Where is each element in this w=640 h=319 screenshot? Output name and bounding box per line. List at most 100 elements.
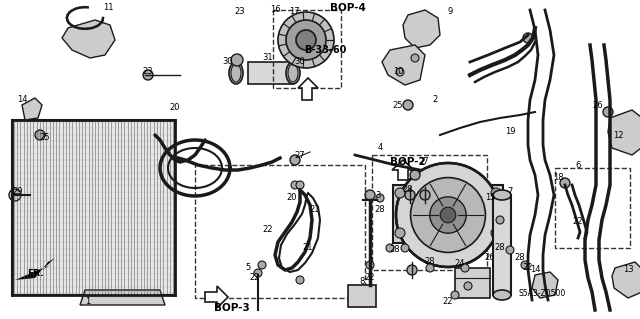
- Polygon shape: [608, 110, 640, 155]
- Circle shape: [291, 181, 299, 189]
- Polygon shape: [392, 160, 414, 180]
- Circle shape: [9, 189, 21, 201]
- Circle shape: [35, 130, 45, 140]
- Polygon shape: [403, 10, 440, 48]
- Text: 28: 28: [425, 257, 435, 266]
- Text: 23: 23: [235, 8, 245, 17]
- Circle shape: [420, 190, 430, 200]
- Bar: [12, 120, 175, 295]
- Polygon shape: [62, 20, 115, 58]
- Text: 4: 4: [378, 144, 383, 152]
- Circle shape: [366, 261, 374, 269]
- Circle shape: [405, 190, 415, 200]
- Text: 31: 31: [262, 54, 273, 63]
- Text: FR.: FR.: [27, 270, 44, 278]
- Text: 20: 20: [170, 103, 180, 113]
- Bar: [248, 62, 293, 84]
- Text: 22: 22: [250, 273, 260, 283]
- Text: BOP-2: BOP-2: [390, 157, 426, 167]
- Circle shape: [560, 178, 570, 188]
- Text: 13: 13: [623, 265, 634, 275]
- Text: 14: 14: [17, 95, 28, 105]
- Circle shape: [386, 244, 394, 252]
- Circle shape: [496, 216, 504, 224]
- Text: 9: 9: [447, 8, 452, 17]
- Text: 27: 27: [419, 158, 429, 167]
- Text: 8: 8: [359, 278, 365, 286]
- Text: 22: 22: [523, 263, 533, 272]
- Circle shape: [396, 68, 404, 76]
- Text: 22: 22: [573, 218, 583, 226]
- Text: 10: 10: [393, 68, 403, 77]
- Circle shape: [464, 282, 472, 290]
- Text: 30: 30: [223, 57, 234, 66]
- Circle shape: [426, 264, 434, 272]
- Polygon shape: [15, 258, 55, 280]
- Text: 7: 7: [508, 188, 513, 197]
- Text: 16: 16: [269, 5, 280, 14]
- Text: 12: 12: [612, 130, 623, 139]
- Ellipse shape: [493, 290, 511, 300]
- Circle shape: [396, 163, 500, 267]
- Text: 22: 22: [443, 298, 453, 307]
- Text: 22: 22: [365, 273, 375, 283]
- Text: 28: 28: [390, 246, 400, 255]
- Circle shape: [603, 107, 613, 117]
- Polygon shape: [298, 78, 318, 100]
- Circle shape: [403, 100, 413, 110]
- Text: 22: 22: [263, 226, 273, 234]
- Bar: [493, 195, 511, 295]
- Bar: [555, 168, 630, 248]
- Text: 28: 28: [374, 205, 385, 214]
- Circle shape: [491, 188, 501, 198]
- Text: 27: 27: [294, 151, 305, 160]
- Circle shape: [440, 207, 456, 223]
- Bar: [348, 285, 376, 307]
- Text: 19: 19: [505, 128, 515, 137]
- Polygon shape: [205, 286, 228, 308]
- Circle shape: [376, 194, 384, 202]
- Text: 30: 30: [294, 57, 305, 66]
- Circle shape: [296, 181, 304, 189]
- Circle shape: [258, 261, 266, 269]
- Circle shape: [407, 265, 417, 275]
- Circle shape: [521, 261, 529, 269]
- Text: 25: 25: [393, 100, 403, 109]
- Circle shape: [411, 178, 486, 252]
- Circle shape: [290, 155, 300, 165]
- Ellipse shape: [229, 62, 243, 84]
- Circle shape: [401, 244, 409, 252]
- Bar: [372, 155, 487, 270]
- Text: 3: 3: [375, 190, 381, 199]
- Text: BOP-4: BOP-4: [330, 3, 366, 13]
- Bar: [12, 120, 175, 295]
- Text: 25: 25: [40, 133, 51, 143]
- Bar: [273, 10, 341, 88]
- Circle shape: [411, 54, 419, 62]
- Text: 17: 17: [289, 8, 300, 17]
- Text: 28: 28: [403, 186, 413, 195]
- Circle shape: [410, 170, 420, 180]
- Text: 2: 2: [433, 95, 438, 105]
- Text: 21: 21: [310, 205, 320, 214]
- Bar: [195, 165, 365, 298]
- Text: B-33-60: B-33-60: [304, 45, 346, 55]
- Bar: [393, 185, 503, 243]
- Text: BOP-3: BOP-3: [214, 303, 250, 313]
- Circle shape: [365, 190, 375, 200]
- Circle shape: [461, 264, 469, 272]
- Polygon shape: [532, 272, 558, 298]
- Text: 28: 28: [495, 243, 506, 253]
- Circle shape: [143, 70, 153, 80]
- Circle shape: [395, 188, 405, 198]
- Polygon shape: [612, 262, 640, 298]
- Polygon shape: [382, 45, 425, 85]
- Text: 11: 11: [103, 4, 113, 12]
- Circle shape: [254, 269, 262, 277]
- Text: 24: 24: [455, 259, 465, 269]
- Text: 5: 5: [245, 263, 251, 272]
- Text: 6: 6: [575, 160, 580, 169]
- Text: 15: 15: [484, 194, 495, 203]
- Text: 26: 26: [593, 100, 604, 109]
- Circle shape: [296, 276, 304, 284]
